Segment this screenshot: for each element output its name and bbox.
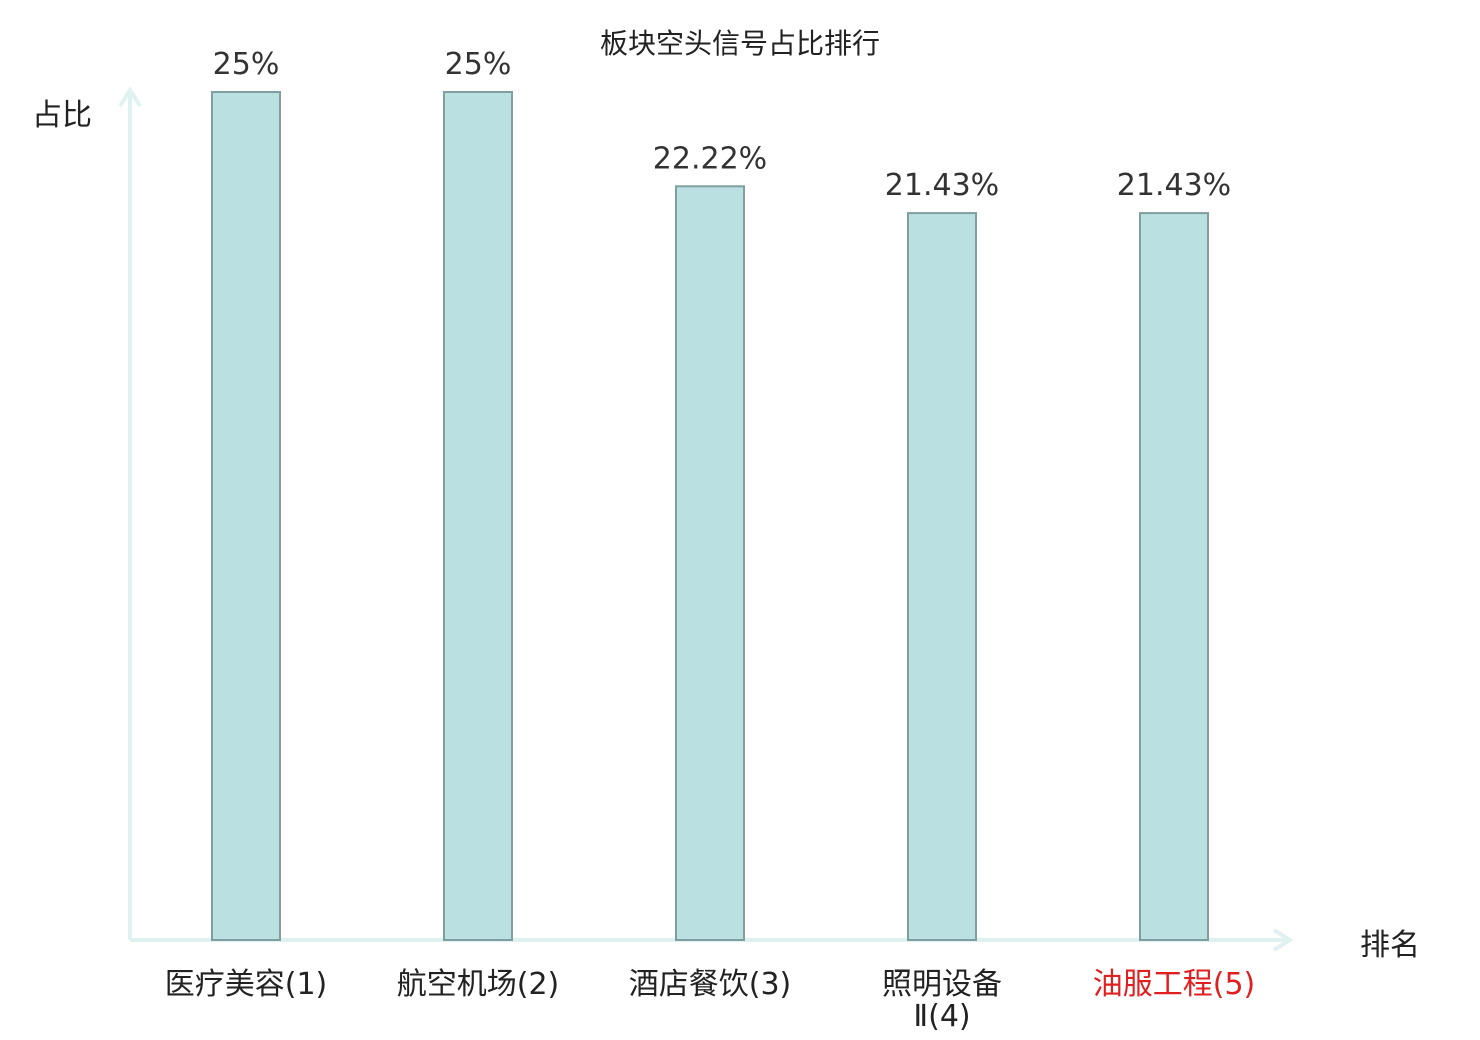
category-label-2: 航空机场(2) bbox=[397, 967, 560, 1002]
y-axis-arrow bbox=[118, 86, 142, 108]
bar-1 bbox=[211, 91, 281, 941]
category-label-1: 医疗美容(1) bbox=[165, 967, 328, 1002]
chart-title: 板块空头信号占比排行 bbox=[599, 27, 880, 60]
value-label-2: 25% bbox=[445, 47, 512, 82]
x-axis-arrow bbox=[1272, 928, 1294, 952]
y-axis-label: 占比 bbox=[32, 98, 92, 133]
bar-5 bbox=[1139, 212, 1209, 941]
category-label-5: 油服工程(5) bbox=[1093, 967, 1256, 1002]
value-label-3: 22.22% bbox=[653, 141, 767, 176]
bar-2 bbox=[443, 91, 513, 941]
bar-4 bbox=[907, 212, 977, 941]
value-label-1: 25% bbox=[213, 47, 280, 82]
labels: 25% 医疗美容(1) 25% 航空机场(2) 22.22% 酒店餐饮(3) 21.43% 照… bbox=[165, 47, 1256, 1034]
value-label-5: 21.43% bbox=[1117, 168, 1231, 203]
bars bbox=[211, 91, 1209, 941]
bar-3 bbox=[675, 185, 745, 941]
x-axis-label: 排名 bbox=[1360, 928, 1420, 963]
category-label-4: 照明设备 Ⅱ(4) bbox=[882, 967, 1002, 1034]
value-label-4: 21.43% bbox=[885, 168, 999, 203]
category-label-3: 酒店餐饮(3) bbox=[629, 967, 792, 1002]
